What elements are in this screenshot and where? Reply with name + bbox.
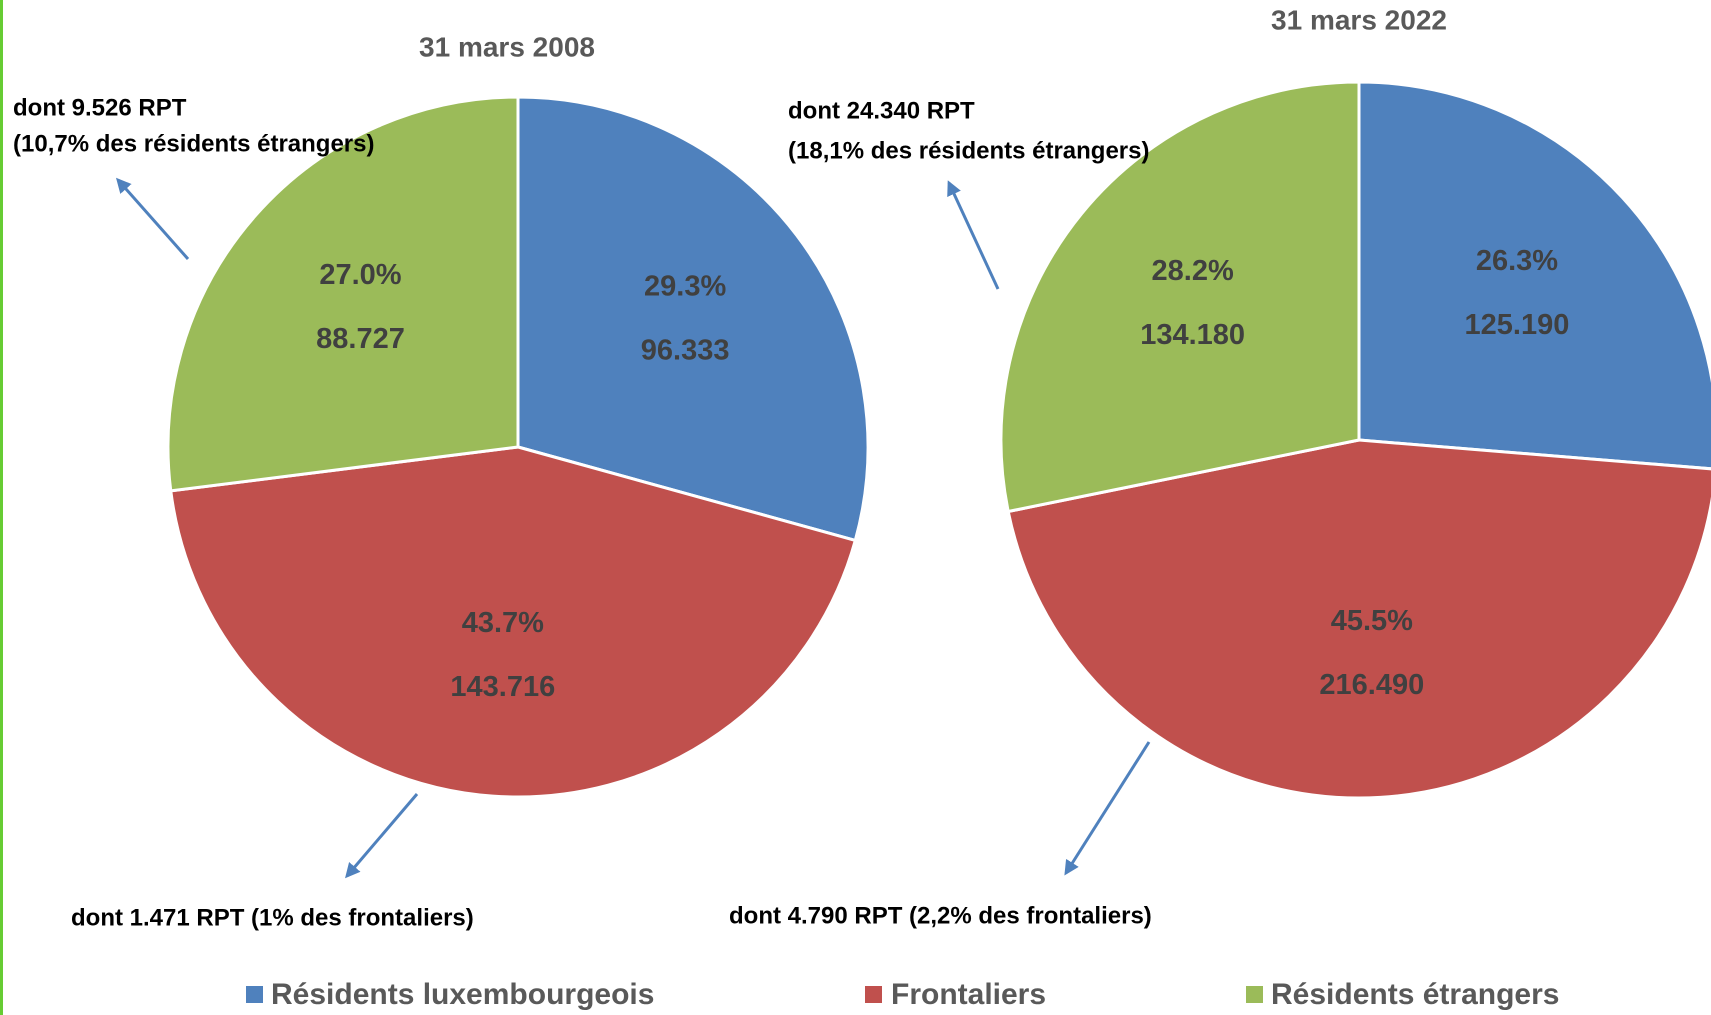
slice-count: 125.190 <box>1465 309 1570 341</box>
slice-count: 88.727 <box>316 323 405 355</box>
legend-label: Résidents luxembourgeois <box>271 978 654 1011</box>
annotation-arrow <box>345 793 419 879</box>
legend-label: Résidents étrangers <box>1271 978 1559 1011</box>
pie-slice <box>1357 80 1711 471</box>
pie-slice <box>516 95 870 543</box>
slice-percent: 43.7% <box>462 607 544 639</box>
slice-count: 216.490 <box>1319 669 1424 701</box>
chart-title: 31 mars 2008 <box>419 31 595 62</box>
slice-count: 96.333 <box>641 335 730 367</box>
left-border <box>0 0 3 1015</box>
pie-slice <box>999 80 1361 514</box>
pie-slice <box>169 445 858 799</box>
slice-percent: 28.2% <box>1152 255 1234 287</box>
legend-swatch <box>246 986 263 1003</box>
legend-swatch <box>1246 986 1263 1003</box>
legend-swatch <box>865 986 882 1003</box>
slice-count: 134.180 <box>1140 319 1245 351</box>
pie-slice <box>1006 438 1711 800</box>
annotation-arrow <box>116 177 190 260</box>
chart-title: 31 mars 2022 <box>1271 4 1447 35</box>
slice-percent: 45.5% <box>1331 605 1413 637</box>
annotation: dont 24.340 RPT <box>788 97 975 124</box>
annotation-arrow <box>947 180 1000 290</box>
slice-count: 143.716 <box>450 671 555 703</box>
slice-percent: 27.0% <box>319 259 401 291</box>
annotation: dont 4.790 RPT (2,2% des frontaliers) <box>729 902 1152 929</box>
pie-slice <box>166 95 520 493</box>
annotation: (10,7% des résidents étrangers) <box>13 130 375 157</box>
slice-percent: 29.3% <box>644 271 726 303</box>
annotation: dont 1.471 RPT (1% des frontaliers) <box>71 904 474 931</box>
annotation-arrow <box>1064 741 1151 876</box>
slice-percent: 26.3% <box>1476 245 1558 277</box>
legend-label: Frontaliers <box>891 978 1046 1011</box>
annotation: dont 9.526 RPT <box>13 94 187 121</box>
annotation: (18,1% des résidents étrangers) <box>788 137 1150 164</box>
